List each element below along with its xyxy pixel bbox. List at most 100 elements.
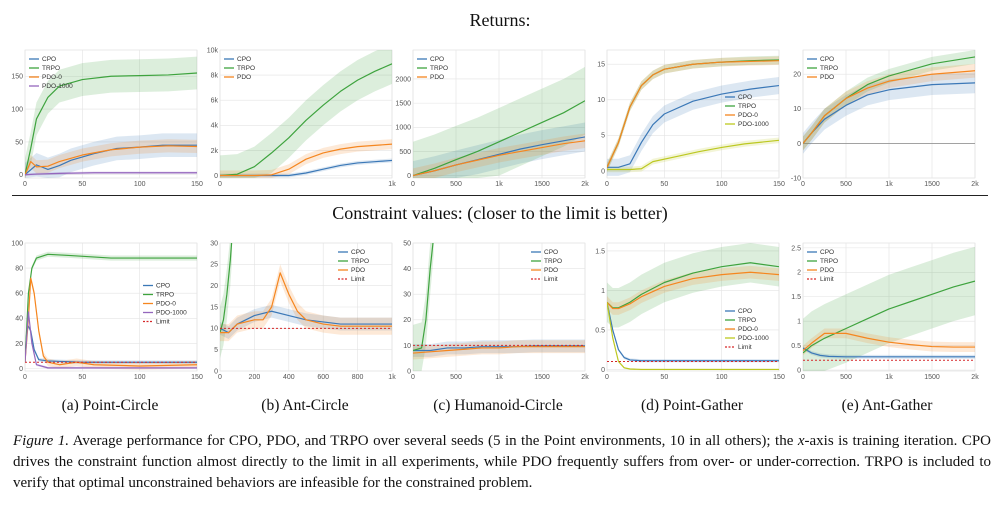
- x-tick-label: 0: [605, 374, 609, 381]
- series-line-cpo: [607, 84, 779, 168]
- y-tick-label: 20: [15, 341, 23, 348]
- series-line-trpo: [803, 280, 975, 354]
- series-line-pdo-0: [25, 277, 197, 367]
- series-line-pdo: [220, 272, 392, 334]
- x-tick-label: 500: [840, 374, 852, 381]
- ret-point-gather-chart: 0 5 10 15 0 50 100 150 CPO TRPO PDO-0 PDO-1000: [597, 49, 785, 188]
- series-line-pdo: [803, 332, 975, 351]
- legend-label: TRPO: [738, 103, 756, 110]
- y-tick-label: 25: [210, 262, 218, 269]
- y-tick-label: 60: [15, 291, 23, 298]
- y-tick-label: 100: [11, 106, 23, 113]
- x-tick-label: 1k: [495, 374, 503, 381]
- series-line-cpo: [25, 323, 197, 363]
- x-tick-label: 0: [218, 374, 222, 381]
- con-point-circle-chart: 0 20 40 60 80 100 0 50 100 150 CPO TRPO PDO-0 PDO-100…: [11, 240, 203, 381]
- legend-label: PDO: [237, 74, 251, 81]
- y-tick-label: 0: [19, 366, 23, 373]
- band-trpo: [25, 56, 197, 178]
- legend-label: CPO: [738, 308, 752, 315]
- band-pdo: [220, 264, 392, 342]
- legend-label: Limit: [820, 276, 834, 283]
- band-pdo-0: [607, 265, 779, 315]
- x-tick-label: 100: [134, 374, 146, 381]
- y-tick-label: 0.5: [595, 327, 605, 334]
- legend-label: TRPO: [156, 292, 174, 299]
- x-tick-label: 1k: [885, 374, 893, 381]
- x-tick-label: 800: [352, 374, 364, 381]
- y-tick-label: 30: [403, 292, 411, 299]
- legend: CPO TRPO PDO Limit: [807, 249, 838, 283]
- band-trpo: [413, 66, 585, 178]
- x-tick-label: 0: [605, 181, 609, 188]
- y-tick-label: 50: [403, 240, 411, 247]
- y-tick-label: 10: [210, 326, 218, 333]
- x-tick-label: 1k: [885, 181, 893, 188]
- legend-label: PDO: [351, 267, 365, 274]
- legend: CPO TRPO PDO: [807, 56, 838, 81]
- x-tick-label: 0: [23, 374, 27, 381]
- y-tick-label: 2000: [395, 76, 411, 83]
- y-tick-label: 40: [403, 266, 411, 273]
- legend-label: PDO-1000: [738, 335, 769, 342]
- ret-humanoid-circle-chart: 0 500 1000 1500 2000 0 500 1k 1500 2k CPO TRPO PDO: [395, 49, 589, 188]
- y-tick-label: 15: [597, 62, 605, 69]
- series-line-trpo: [220, 63, 392, 177]
- x-tick-label: 150: [773, 374, 785, 381]
- series-line-pdo-0: [607, 60, 779, 168]
- legend-label: TRPO: [237, 65, 255, 72]
- series-line-pdo-0: [25, 145, 197, 175]
- x-tick-label: 0: [801, 374, 805, 381]
- legend-label: TRPO: [430, 65, 448, 72]
- y-tick-label: 5: [601, 133, 605, 140]
- row-divider: [12, 195, 988, 196]
- y-tick-label: 0.5: [791, 343, 801, 350]
- band-cpo: [413, 122, 585, 178]
- x-tick-label: 500: [450, 374, 462, 381]
- legend-label: PDO-1000: [156, 310, 187, 317]
- x-tick-label: 100: [716, 181, 728, 188]
- legend: CPO TRPO PDO-0 PDO-1000 Limit: [143, 283, 187, 326]
- legend-label: Limit: [544, 276, 558, 283]
- x-tick-label: 0: [411, 374, 415, 381]
- series-line-trpo: [25, 72, 197, 175]
- x-tick-label: 150: [191, 181, 203, 188]
- y-tick-label: 500: [399, 149, 411, 156]
- legend-label: Limit: [738, 344, 752, 351]
- x-tick-label: 50: [660, 374, 668, 381]
- legend-label: CPO: [738, 94, 752, 101]
- legend-label: CPO: [156, 283, 170, 290]
- legend-label: CPO: [351, 249, 365, 256]
- y-tick-label: 1.5: [791, 294, 801, 301]
- y-tick-label: 50: [15, 139, 23, 146]
- legend: CPO TRPO PDO-0 PDO-1000 Limit: [725, 308, 769, 351]
- series-line-trpo: [220, 243, 233, 333]
- series-line-trpo: [413, 100, 585, 177]
- legend-label: PDO: [820, 74, 834, 81]
- y-tick-label: 0: [407, 368, 411, 375]
- y-tick-label: 30: [210, 240, 218, 247]
- legend-label: CPO: [544, 249, 558, 256]
- legend-label: PDO-1000: [738, 121, 769, 128]
- band-trpo: [413, 243, 434, 371]
- subcaption-a: (a) Point-Circle: [61, 397, 159, 414]
- x-tick-label: 50: [660, 181, 668, 188]
- figure-caption: Figure 1. Average performance for CPO, P…: [13, 431, 991, 494]
- y-tick-label: 0: [797, 141, 801, 148]
- y-tick-label: 6k: [211, 98, 219, 105]
- plot-frame: [606, 49, 780, 179]
- x-tick-label: 2k: [581, 374, 589, 381]
- x-tick-label: 400: [283, 374, 295, 381]
- legend-label: CPO: [430, 56, 444, 63]
- y-tick-label: 15: [210, 304, 218, 311]
- ret-point-circle-chart: 0 50 100 150 0 50 100 150 CPO TRPO PDO-0 PDO-1000: [11, 49, 203, 188]
- legend: CPO TRPO PDO-0 PDO-1000: [29, 56, 73, 90]
- x-tick-label: 0: [218, 181, 222, 188]
- band-pdo-0: [25, 139, 197, 178]
- y-tick-label: 2: [797, 270, 801, 277]
- y-tick-label: 20: [210, 283, 218, 290]
- series-line-pdo: [220, 143, 392, 177]
- x-tick-label: 0: [801, 181, 805, 188]
- plot-frame: [24, 242, 198, 372]
